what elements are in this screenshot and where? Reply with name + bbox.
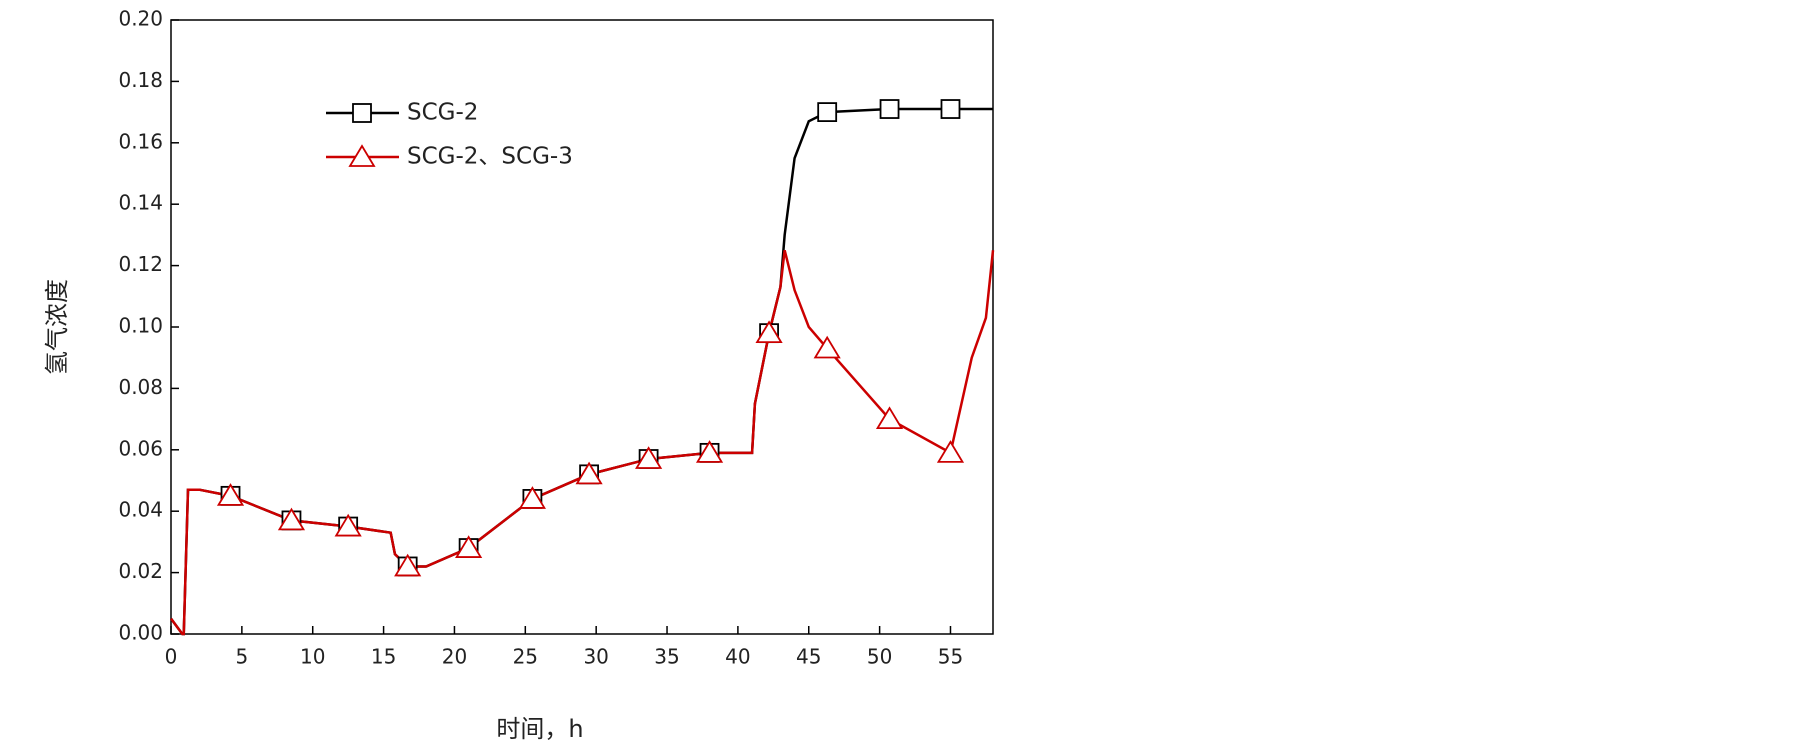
marker bbox=[216, 483, 245, 506]
x-tick-label: 45 bbox=[796, 645, 821, 669]
x-tick-label: 50 bbox=[867, 645, 892, 669]
x-tick-label: 25 bbox=[513, 645, 538, 669]
marker bbox=[352, 103, 372, 123]
x-tick-label: 30 bbox=[583, 645, 608, 669]
x-axis-label: 时间，h bbox=[496, 715, 583, 743]
marker bbox=[394, 553, 422, 577]
x-tick-label: 0 bbox=[165, 645, 178, 669]
marker bbox=[817, 102, 838, 122]
x-tick-label: 40 bbox=[725, 645, 750, 669]
marker bbox=[575, 461, 603, 485]
legend-label: SCG-2 bbox=[407, 100, 478, 126]
marker bbox=[334, 513, 362, 537]
y-tick-label: 0.00 bbox=[118, 621, 163, 645]
y-tick-label: 0.02 bbox=[118, 559, 163, 583]
series-line bbox=[169, 249, 995, 636]
legend-label: SCG-2、SCG-3 bbox=[407, 144, 573, 170]
marker bbox=[518, 486, 546, 509]
y-tick-label: 0.10 bbox=[118, 314, 163, 338]
marker bbox=[348, 144, 376, 167]
marker bbox=[813, 335, 841, 359]
x-tick-label: 15 bbox=[371, 645, 396, 669]
y-tick-label: 0.08 bbox=[118, 375, 163, 399]
y-tick-label: 0.14 bbox=[118, 191, 163, 215]
x-tick-label: 10 bbox=[300, 645, 325, 669]
y-tick-label: 0.12 bbox=[118, 252, 163, 276]
marker bbox=[455, 535, 483, 558]
marker bbox=[879, 99, 900, 119]
y-tick-label: 0.04 bbox=[118, 498, 163, 522]
series-line bbox=[169, 107, 993, 636]
marker bbox=[940, 99, 961, 119]
y-axis-label: 氢气浓度 bbox=[43, 279, 71, 375]
marker bbox=[635, 446, 663, 469]
x-tick-label: 5 bbox=[235, 645, 248, 669]
y-tick-label: 0.18 bbox=[118, 68, 163, 92]
y-tick-label: 0.20 bbox=[118, 7, 163, 31]
x-tick-label: 55 bbox=[938, 645, 963, 669]
marker bbox=[695, 440, 724, 463]
marker bbox=[277, 507, 306, 531]
plot-frame bbox=[170, 19, 994, 635]
marker bbox=[875, 406, 904, 430]
x-tick-label: 20 bbox=[442, 645, 467, 669]
y-tick-label: 0.16 bbox=[118, 129, 163, 153]
marker bbox=[936, 440, 965, 463]
x-tick-label: 35 bbox=[654, 645, 679, 669]
y-tick-label: 0.06 bbox=[118, 436, 163, 460]
marker bbox=[755, 320, 783, 344]
